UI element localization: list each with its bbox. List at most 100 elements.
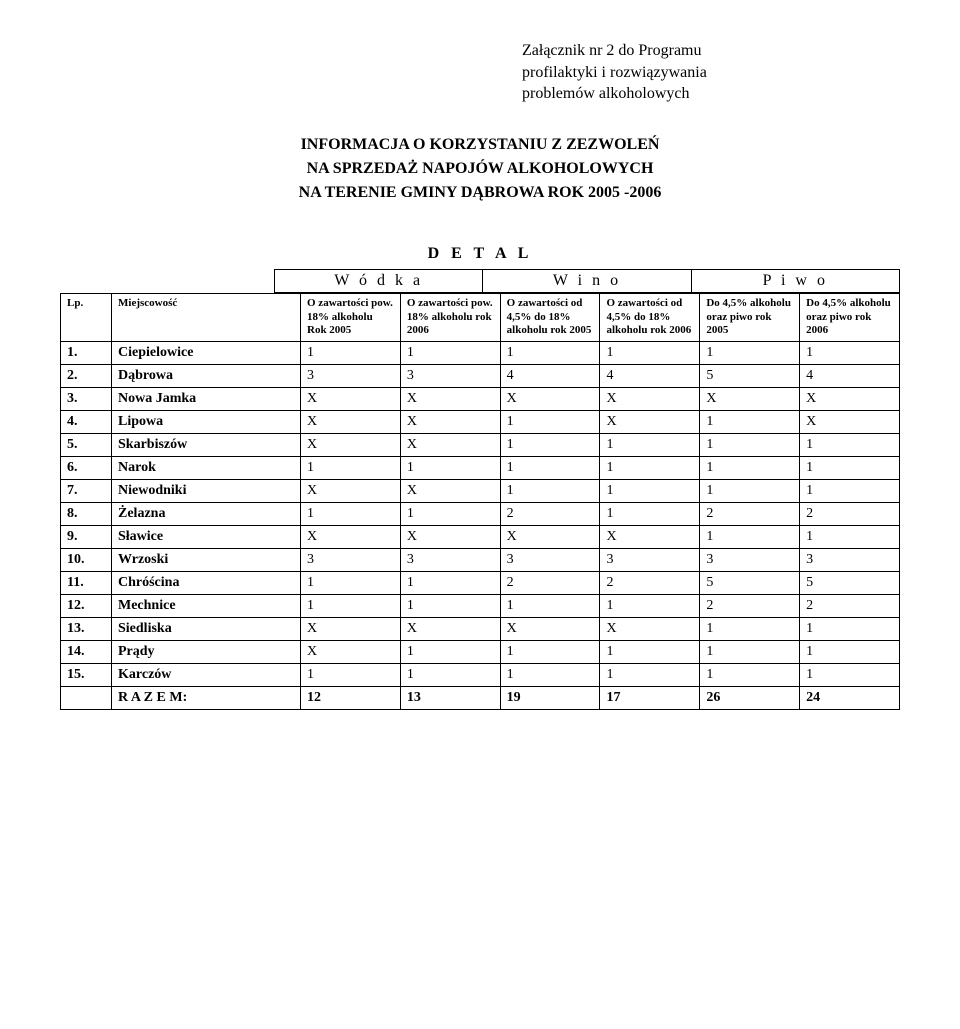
cell-value: X: [600, 618, 700, 641]
cell-value: 1: [500, 457, 600, 480]
cell-value: 3: [400, 365, 500, 388]
cell-value: 3: [600, 549, 700, 572]
cell-value: X: [600, 411, 700, 434]
cell-value: 2: [800, 595, 900, 618]
spacer-lp: [60, 269, 98, 293]
cell-value: 1: [500, 411, 600, 434]
cell-value: 1: [700, 641, 800, 664]
col-c4: O zawartości od 4,5% do 18% alkoholu rok…: [600, 293, 700, 341]
cell-total-value: 24: [800, 687, 900, 710]
cell-value: 1: [700, 526, 800, 549]
cell-value: 3: [301, 549, 401, 572]
cell-value: 5: [700, 572, 800, 595]
cell-value: 2: [500, 503, 600, 526]
cell-value: 1: [800, 342, 900, 365]
table-row: 14.PrądyX11111: [61, 641, 900, 664]
cell-loc: Mechnice: [112, 595, 301, 618]
col-c1: O zawartości pow. 18% alkoholu Rok 2005: [301, 293, 401, 341]
table-header-row: Lp. Miejscowość O zawartości pow. 18% al…: [61, 293, 900, 341]
cell-lp: 12.: [61, 595, 112, 618]
cell-value: 3: [301, 365, 401, 388]
cell-value: 3: [400, 549, 500, 572]
cell-value: 1: [800, 480, 900, 503]
cell-value: 4: [600, 365, 700, 388]
detal-heading: D E T A L: [60, 245, 900, 263]
cell-loc: Wrzoski: [112, 549, 301, 572]
cell-value: 1: [600, 457, 700, 480]
title-line1: INFORMACJA O KORZYSTANIU Z ZEZWOLEŃ: [301, 136, 660, 153]
cell-value: 1: [700, 664, 800, 687]
cell-value: X: [400, 388, 500, 411]
cell-value: 2: [700, 503, 800, 526]
cell-value: X: [500, 618, 600, 641]
cell-lp: 13.: [61, 618, 112, 641]
cell-loc: Karczów: [112, 664, 301, 687]
attachment-line3: problemów alkoholowych: [522, 85, 690, 102]
cell-value: X: [400, 618, 500, 641]
cell-value: 3: [800, 549, 900, 572]
col-lp: Lp.: [61, 293, 112, 341]
cell-value: 1: [301, 457, 401, 480]
cell-value: 1: [500, 641, 600, 664]
cell-value: 1: [500, 595, 600, 618]
cell-loc: Dąbrowa: [112, 365, 301, 388]
cell-value: 1: [500, 342, 600, 365]
table-row: 7.NiewodnikiXX1111: [61, 480, 900, 503]
cell-value: 1: [400, 595, 500, 618]
title-line3: NA TERENIE GMINY DĄBROWA ROK 2005 -2006: [299, 184, 662, 201]
table-total-row: R A Z E M:121319172624: [61, 687, 900, 710]
cell-value: 1: [800, 457, 900, 480]
cell-loc: Siedliska: [112, 618, 301, 641]
cell-value: 1: [400, 572, 500, 595]
table-row: 2.Dąbrowa334454: [61, 365, 900, 388]
cell-value: 1: [400, 457, 500, 480]
cell-value: 5: [700, 365, 800, 388]
cell-value: 1: [600, 342, 700, 365]
cell-total-value: 17: [600, 687, 700, 710]
cell-loc: Prądy: [112, 641, 301, 664]
cell-value: 1: [800, 664, 900, 687]
cell-value: X: [600, 388, 700, 411]
cell-value: X: [400, 411, 500, 434]
cell-loc: Lipowa: [112, 411, 301, 434]
cell-value: X: [500, 526, 600, 549]
cell-value: X: [600, 526, 700, 549]
table-row: 3.Nowa JamkaXXXXXX: [61, 388, 900, 411]
cell-value: 1: [800, 641, 900, 664]
cell-value: X: [800, 388, 900, 411]
col-c5: Do 4,5% alkoholu oraz piwo rok 2005: [700, 293, 800, 341]
cell-value: X: [301, 434, 401, 457]
cell-value: 1: [800, 526, 900, 549]
cell-value: 1: [600, 595, 700, 618]
col-c2: O zawartości pow. 18% alkoholu rok 2006: [400, 293, 500, 341]
cell-value: 1: [301, 342, 401, 365]
cell-lp: [61, 687, 112, 710]
cell-value: 1: [600, 664, 700, 687]
cell-value: 1: [301, 503, 401, 526]
attachment-note: Załącznik nr 2 do Programu profilaktyki …: [522, 40, 900, 105]
cell-loc: Ciepielowice: [112, 342, 301, 365]
category-bar: W ó d k a W i n o P i w o: [60, 269, 900, 293]
permits-table: Lp. Miejscowość O zawartości pow. 18% al…: [60, 293, 900, 710]
category-piwo: P i w o: [692, 269, 900, 293]
cell-total-value: 12: [301, 687, 401, 710]
table-row: 1.Ciepielowice111111: [61, 342, 900, 365]
cell-total-value: 26: [700, 687, 800, 710]
table-row: 15.Karczów111111: [61, 664, 900, 687]
cell-value: 1: [600, 480, 700, 503]
col-c3: O zawartości od 4,5% do 18% alkoholu rok…: [500, 293, 600, 341]
cell-value: 3: [500, 549, 600, 572]
cell-value: X: [301, 480, 401, 503]
cell-value: X: [400, 480, 500, 503]
cell-lp: 4.: [61, 411, 112, 434]
cell-value: X: [700, 388, 800, 411]
cell-value: X: [301, 411, 401, 434]
table-row: 11.Chróścina112255: [61, 572, 900, 595]
table-row: 12.Mechnice111122: [61, 595, 900, 618]
cell-value: 1: [400, 342, 500, 365]
table-row: 9.SławiceXXXX11: [61, 526, 900, 549]
cell-value: 1: [700, 342, 800, 365]
cell-lp: 8.: [61, 503, 112, 526]
cell-value: 1: [800, 618, 900, 641]
cell-loc: Żelazna: [112, 503, 301, 526]
